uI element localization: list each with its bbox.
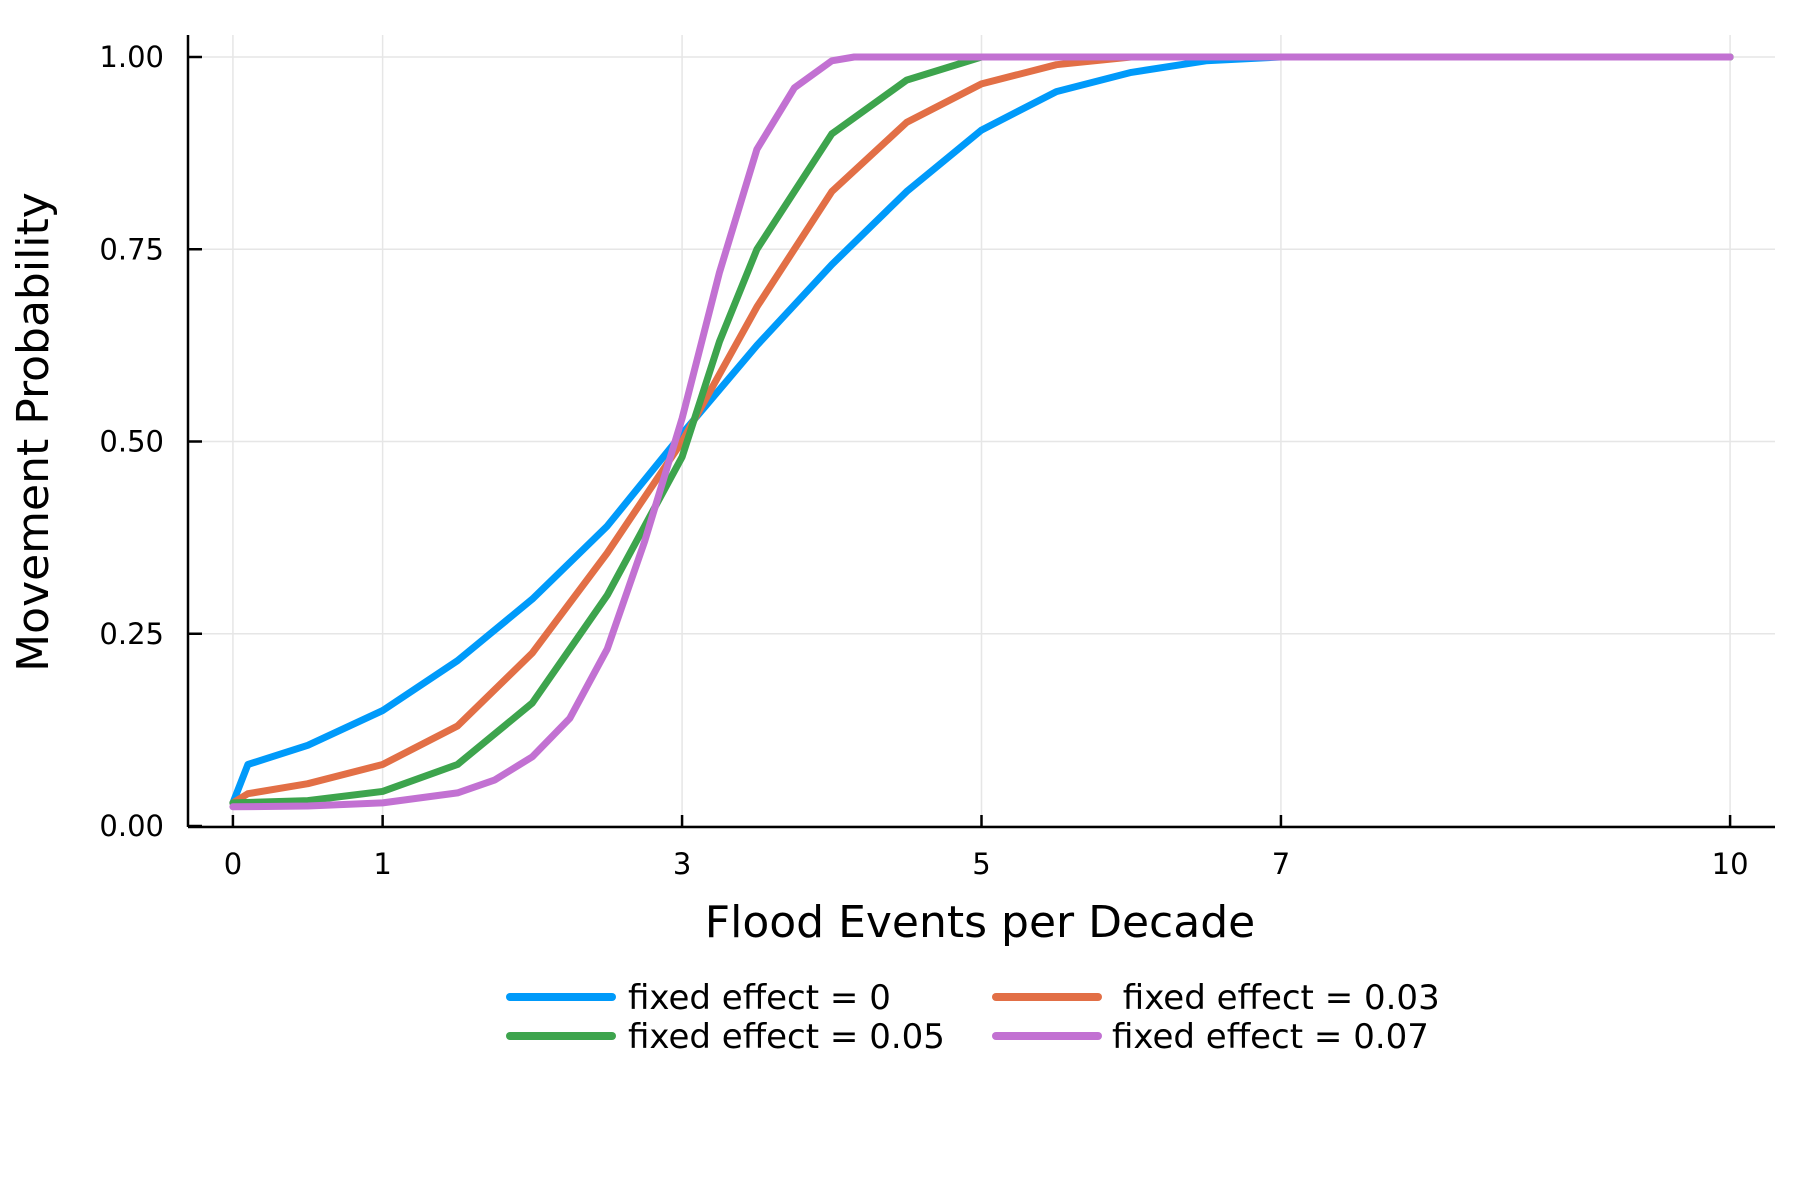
legend-label-1: fixed effect = 0.03 [1112, 978, 1440, 1018]
series-lines [229, 53, 1734, 811]
tick-labels: 0 1 3 5 7 10 0.00 0.25 0.50 0.75 1.00 [99, 40, 1748, 881]
legend-label-3: fixed effect = 0.07 [1112, 1017, 1429, 1057]
y-tick-label: 0.50 [99, 425, 164, 459]
x-axis-title: Flood Events per Decade [705, 897, 1255, 948]
y-axis-title: Movement Probability [8, 192, 59, 672]
legend-label-2: fixed effect = 0.05 [628, 1017, 945, 1057]
series-line-3 [229, 53, 1734, 811]
x-tick-label: 7 [1272, 847, 1290, 881]
x-tick-label: 5 [972, 847, 990, 881]
y-tick-label: 0.25 [99, 617, 164, 651]
legend-label-0: fixed effect = 0 [628, 978, 891, 1018]
y-tick-label: 0.00 [99, 809, 164, 843]
axes [186, 35, 1775, 829]
x-tick-label: 10 [1712, 847, 1749, 881]
x-tick-label: 1 [373, 847, 391, 881]
x-tick-label: 0 [224, 847, 242, 881]
x-tick-label: 3 [673, 847, 691, 881]
y-tick-label: 1.00 [99, 40, 164, 74]
legend: fixed effect = 0 fixed effect = 0.03fixe… [506, 978, 1440, 1057]
y-tick-label: 0.75 [99, 232, 164, 266]
grid [188, 35, 1775, 827]
